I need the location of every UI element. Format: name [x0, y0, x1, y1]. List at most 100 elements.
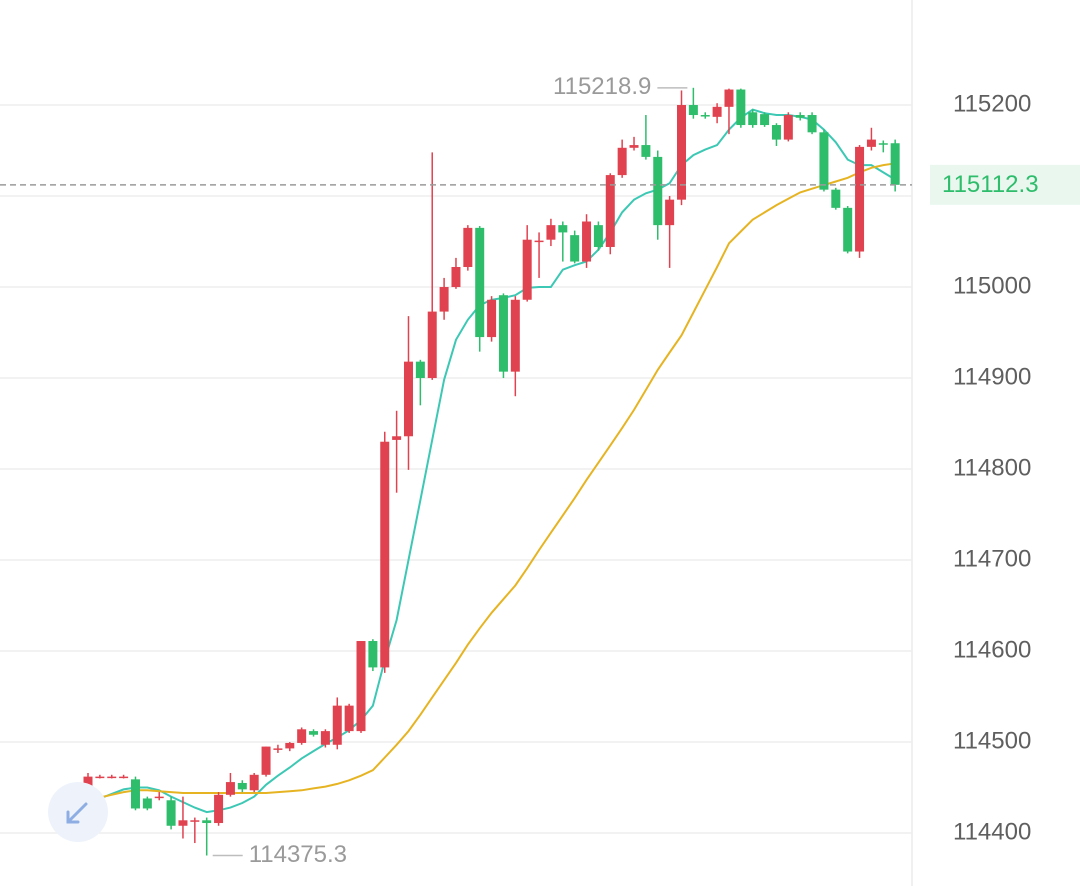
- candle-body: [605, 175, 615, 247]
- candle-body: [190, 820, 200, 822]
- candle: [225, 772, 235, 797]
- candle-body: [356, 641, 366, 732]
- candle-body: [475, 227, 485, 338]
- candle-body: [166, 800, 176, 826]
- candle-body: [546, 225, 556, 240]
- candle: [178, 796, 188, 839]
- candle-body: [665, 199, 675, 226]
- candle: [487, 296, 497, 342]
- candle-body: [154, 796, 164, 799]
- candle-body: [344, 705, 354, 732]
- candle: [736, 88, 746, 128]
- candle: [237, 780, 247, 793]
- max-label: 115218.9: [553, 73, 651, 100]
- candle-body: [593, 225, 603, 247]
- candle: [831, 187, 841, 210]
- candle: [605, 173, 615, 255]
- ma-line: [87, 108, 896, 814]
- candle-body: [368, 641, 378, 668]
- candle: [653, 150, 663, 240]
- last-price: 115112.3: [0, 164, 1080, 205]
- y-tick-label: 115000: [953, 272, 1031, 299]
- candle-body: [688, 105, 698, 116]
- candle: [890, 139, 900, 192]
- candle: [214, 792, 224, 826]
- candle-body: [463, 227, 473, 268]
- candle-body: [415, 361, 425, 379]
- candle-body: [878, 143, 888, 145]
- candle: [332, 697, 342, 750]
- candle: [783, 112, 793, 142]
- candle: [807, 112, 817, 135]
- candle: [866, 127, 876, 151]
- candle-body: [748, 112, 758, 126]
- candle-body: [107, 776, 117, 779]
- candle: [166, 796, 176, 830]
- y-tick-label: 114600: [953, 636, 1031, 663]
- last-price-label: 115112.3: [942, 171, 1039, 198]
- collapse-button[interactable]: [48, 782, 108, 842]
- candle: [819, 129, 829, 192]
- candle: [688, 87, 698, 119]
- candle: [451, 257, 461, 289]
- candle: [522, 225, 532, 302]
- candle-body: [570, 235, 580, 262]
- candle-body: [273, 748, 283, 750]
- candle-body: [890, 143, 900, 185]
- candle: [546, 218, 556, 247]
- candle-body: [582, 221, 592, 262]
- candle-body: [309, 731, 319, 735]
- candle: [510, 296, 520, 397]
- candle: [190, 817, 200, 844]
- candle: [570, 230, 580, 264]
- grid: [0, 104, 912, 834]
- candle: [534, 232, 544, 278]
- candle-body: [249, 774, 259, 791]
- candle: [558, 221, 568, 262]
- candle-body: [866, 139, 876, 147]
- candle-body: [498, 295, 508, 372]
- candle: [154, 792, 164, 801]
- candle-body: [261, 746, 271, 775]
- candle: [261, 746, 271, 777]
- moving-averages: [87, 108, 896, 814]
- min-label: 114375.3: [249, 841, 347, 868]
- candle-body: [736, 89, 746, 126]
- candle-body: [771, 125, 781, 140]
- candle-body: [130, 779, 140, 809]
- candle: [320, 729, 330, 748]
- candle: [202, 817, 212, 856]
- candle-body: [142, 798, 152, 809]
- candle-body: [427, 311, 437, 379]
- ma-line: [87, 162, 896, 802]
- candle: [677, 90, 686, 206]
- candle: [392, 410, 402, 493]
- candle: [380, 431, 390, 673]
- candle: [415, 359, 425, 406]
- candle-body: [712, 106, 722, 117]
- candle-body: [225, 782, 235, 795]
- candle: [273, 744, 283, 753]
- candle: [748, 109, 758, 128]
- candle-body: [320, 731, 330, 745]
- candle-body: [558, 225, 568, 233]
- candle: [712, 103, 722, 124]
- candle-body: [760, 114, 770, 126]
- candle: [130, 776, 140, 811]
- candle-body: [95, 776, 105, 779]
- y-tick-label: 114700: [953, 545, 1031, 572]
- candle-body: [297, 729, 307, 743]
- candle: [665, 196, 675, 268]
- candle: [356, 641, 366, 733]
- candle-body: [510, 299, 520, 372]
- candle-body: [677, 105, 686, 200]
- candle: [309, 729, 319, 737]
- candle-body: [819, 132, 829, 190]
- candle-body: [202, 820, 212, 824]
- candle: [593, 221, 603, 251]
- candle-body: [795, 115, 805, 118]
- candle: [142, 796, 152, 811]
- candle: [855, 145, 865, 258]
